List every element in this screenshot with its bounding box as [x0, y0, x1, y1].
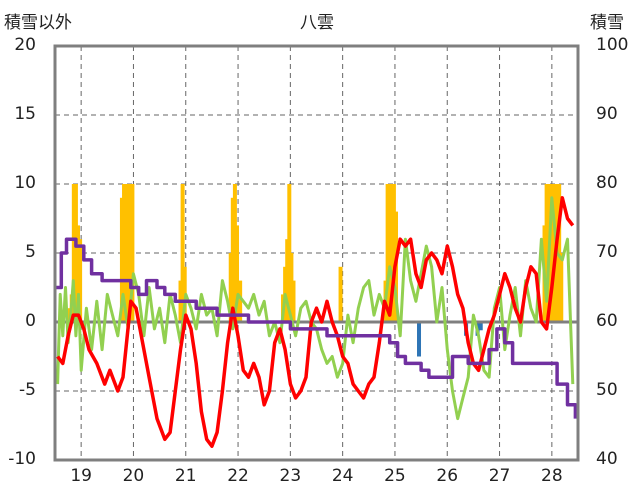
bar: [73, 184, 78, 322]
y-right-tick-label: 50: [596, 380, 618, 400]
bar: [122, 184, 127, 322]
chart-title: 八雲: [300, 13, 334, 33]
bar: [291, 280, 296, 322]
bar: [417, 322, 422, 357]
bar: [71, 184, 76, 322]
bar: [230, 197, 235, 322]
bar: [478, 322, 483, 331]
y-left-tick-label: -10: [8, 449, 36, 469]
x-tick-label: 28: [541, 466, 563, 486]
bar: [550, 184, 555, 322]
right-axis-label: 積雪: [590, 13, 624, 33]
bar: [287, 184, 292, 322]
bar: [119, 197, 124, 322]
y-left-tick-label: 0: [25, 311, 36, 331]
x-tick-label: 19: [70, 466, 92, 486]
bar: [338, 266, 343, 322]
bar: [238, 280, 243, 322]
x-tick-label: 26: [436, 466, 459, 486]
x-tick-label: 20: [122, 466, 145, 486]
y-right-tick-label: 40: [596, 449, 618, 469]
bar: [228, 253, 233, 322]
bar: [389, 184, 394, 322]
x-tick-label: 24: [331, 466, 354, 486]
bar: [285, 239, 290, 322]
bar: [78, 239, 83, 322]
y-right-tick-label: 80: [596, 173, 618, 193]
x-tick-label: 22: [227, 466, 249, 486]
y-right-tick-label: 90: [596, 104, 618, 124]
x-tick-label: 25: [384, 466, 406, 486]
bar: [385, 184, 390, 322]
bar: [557, 184, 562, 322]
frame: [53, 44, 580, 462]
x-tick-label: 23: [279, 466, 302, 486]
left-axis-label: 積雪以外: [4, 13, 72, 33]
temperature-line: [56, 196, 575, 448]
bar: [544, 184, 549, 322]
y-left-tick-label: 20: [14, 35, 36, 55]
y-left-tick-label: 10: [14, 173, 36, 193]
bar: [130, 184, 135, 322]
bar: [232, 184, 237, 322]
bar: [235, 225, 240, 322]
y-left-tick-label: -5: [19, 380, 36, 400]
y-left-tick-label: 5: [25, 242, 36, 262]
bar: [387, 184, 392, 322]
y-right-tick-label: 70: [596, 242, 618, 262]
series-lines: [55, 196, 578, 448]
bar: [126, 184, 131, 322]
y-right-tick-label: 60: [596, 311, 618, 331]
bar: [559, 253, 564, 322]
bar: [180, 184, 185, 322]
bar: [289, 253, 294, 322]
bar: [391, 184, 396, 322]
x-tick-label: 27: [488, 466, 511, 486]
bar: [76, 225, 81, 322]
bar: [128, 184, 133, 322]
y-right-tick-label: 100: [596, 35, 629, 55]
plot-frame: [53, 44, 580, 462]
snow-depth-line: [55, 237, 578, 419]
bar: [548, 184, 553, 322]
y-left-tick-label: 15: [14, 104, 36, 124]
bar: [124, 184, 129, 322]
x-tick-label: 21: [174, 466, 197, 486]
